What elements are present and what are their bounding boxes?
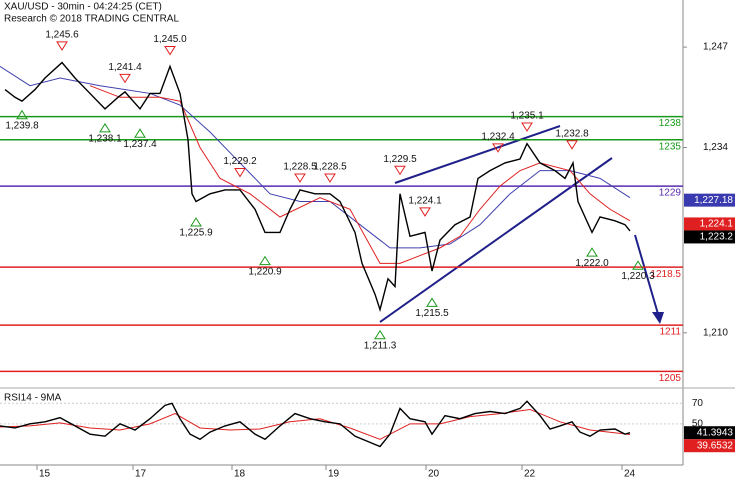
- x-tick-label: 20: [428, 469, 440, 480]
- trough-marker: [134, 128, 146, 138]
- rsi-line: [0, 400, 631, 448]
- peak-label: 1,245.6: [45, 30, 79, 41]
- rsi-line: [0, 408, 631, 440]
- peak-marker: [119, 73, 131, 84]
- rsi-value-box: [684, 439, 735, 453]
- peak-label: 1,229.2: [223, 156, 257, 167]
- chart-subtitle: Research © 2018 TRADING CENTRAL: [4, 14, 179, 25]
- trough-label: 1,225.9: [179, 228, 213, 239]
- trough-marker: [190, 217, 202, 227]
- last-value-box: [684, 193, 735, 207]
- trough-marker: [16, 109, 28, 120]
- peak-label: 1,228.5: [313, 162, 347, 173]
- trough-label: 1,239.8: [5, 120, 39, 131]
- arrow: [634, 234, 659, 315]
- peak-marker: [419, 207, 431, 217]
- last-value-box: [684, 230, 735, 244]
- peak-label: 1,228.5: [283, 162, 317, 173]
- rsi-value-label: 41.3943: [697, 427, 734, 438]
- last-value-label: 1,224.1: [700, 219, 734, 230]
- level-label: 1205: [659, 373, 682, 384]
- rsi-tick-label: 70: [692, 398, 704, 409]
- last-value-label: 1,223.2: [700, 232, 734, 243]
- x-tick-label: 19: [328, 469, 340, 480]
- rsi-value-label: 39.6532: [697, 440, 734, 451]
- peak-marker: [294, 173, 306, 183]
- trough-marker: [374, 329, 386, 340]
- peak-marker: [164, 46, 176, 56]
- price-line: [89, 85, 631, 264]
- trough-marker: [632, 260, 644, 270]
- x-tick-label: 18: [234, 469, 246, 480]
- peak-marker: [521, 122, 533, 132]
- trough-label: 1,211.3: [364, 340, 397, 351]
- trend-line: [394, 125, 561, 184]
- peak-marker: [56, 41, 68, 51]
- x-tick-label: 17: [135, 469, 147, 480]
- trough-label: 1,215.5: [415, 308, 449, 319]
- trough-marker: [99, 122, 111, 133]
- level-label: 1235: [659, 141, 682, 152]
- peak-marker: [234, 168, 246, 178]
- peak-marker: [492, 143, 504, 153]
- rsi-title: RSI14 - 9MA: [4, 393, 62, 404]
- trough-marker: [426, 297, 438, 307]
- level-label: 1211: [659, 327, 681, 338]
- arrow-head: [652, 312, 664, 324]
- x-tick-label: 15: [39, 469, 51, 480]
- y-tick-label: 1,234: [703, 142, 728, 153]
- level-label: 1238: [659, 118, 682, 129]
- y-tick-label: 1,247: [703, 42, 728, 53]
- trough-label: 1,220.9: [248, 266, 282, 277]
- trough-label: 1,222.0: [575, 258, 609, 269]
- peak-label: 1,229.5: [383, 154, 417, 165]
- trend-line: [379, 157, 613, 323]
- y-tick-label: 1,210: [703, 327, 728, 338]
- rsi-value-box: [684, 426, 735, 440]
- peak-marker: [566, 140, 578, 150]
- peak-label: 1,232.4: [481, 131, 515, 142]
- peak-label: 1,232.8: [555, 128, 589, 139]
- last-value-box: [684, 217, 735, 231]
- trough-label: 1,237.4: [123, 139, 157, 150]
- trough-marker: [586, 247, 598, 257]
- peak-label: 1,224.1: [408, 196, 442, 207]
- level-label: 1229: [659, 188, 682, 199]
- peak-label: 1,245.0: [153, 34, 187, 45]
- rsi-tick-label: 50: [692, 418, 704, 429]
- level-label: 1218.5: [650, 269, 681, 280]
- peak-marker: [324, 173, 336, 183]
- peak-label: 1,241.4: [108, 62, 142, 73]
- trough-marker: [259, 255, 271, 266]
- last-value-label: 1,227.18: [694, 195, 733, 206]
- chart-title: XAU/USD - 30min - 04:24:25 (CET): [4, 2, 162, 13]
- x-tick-label: 24: [624, 469, 636, 480]
- trough-label: 1,238.1: [88, 133, 122, 144]
- price-line: [4, 61, 631, 313]
- peak-label: 1,235.1: [510, 111, 544, 122]
- x-tick-label: 22: [524, 469, 536, 480]
- trough-label: 1,220.3: [621, 271, 655, 282]
- peak-marker: [394, 165, 406, 176]
